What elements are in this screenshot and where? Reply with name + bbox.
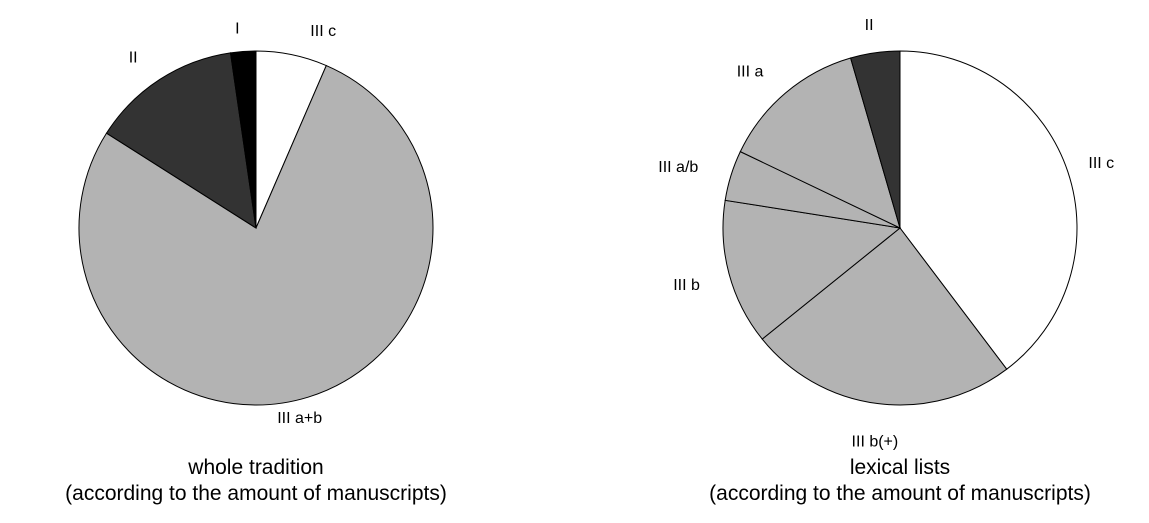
- pie-slice-iii-a-lexical-lists: [739, 57, 901, 229]
- pie-labels-lexical-lists: III c III b(+) III b III a/b III a II: [658, 17, 1114, 451]
- chart-title-whole-tradition: whole tradition: [187, 456, 323, 479]
- pie-slice-iii-aplusb-whole-tradition: [78, 64, 434, 406]
- pie-label-iii-c-whole-tradition: III c: [310, 23, 336, 40]
- pie-label-iii-b-lexical-lists: III b: [673, 277, 700, 294]
- pie-label-iii-c-lexical-lists: III c: [1088, 155, 1114, 172]
- chart-title-lexical-lists: lexical lists: [850, 456, 950, 479]
- pie-label-iii-aplusb-whole-tradition: III a+b: [277, 410, 322, 427]
- pie-label-iii-a-lexical-lists: III a: [737, 64, 764, 81]
- pie-label-i-whole-tradition: I: [235, 21, 239, 38]
- pie-slice-i-whole-tradition: [229, 50, 257, 229]
- chart-subtitle-whole-tradition: (according to the amount of manuscripts): [65, 482, 447, 505]
- pie-slice-iii-c-lexical-lists: [899, 50, 1078, 370]
- pie-slice-iii-b-lexical-lists: [722, 199, 902, 340]
- chart-subtitle-lexical-lists: (according to the amount of manuscripts): [709, 482, 1091, 505]
- pie-label-ii-whole-tradition: II: [129, 50, 138, 67]
- pie-label-iii-bplus-lexical-lists: III b(+): [852, 434, 899, 451]
- pie-slice-ii-whole-tradition: [105, 52, 257, 230]
- pie-label-iii-a-b-lexical-lists: III a/b: [658, 159, 698, 176]
- pie-slice-ii-lexical-lists: [850, 50, 901, 229]
- pie-slice-iii-bplus-lexical-lists: [761, 227, 1008, 406]
- pie-chart-lexical-lists: III c III b(+) III b III a/b III a II lexical…: [658, 17, 1114, 505]
- pie-slices-whole-tradition: [78, 50, 434, 406]
- pie-label-ii-lexical-lists: II: [865, 17, 874, 34]
- pie-slices-lexical-lists: [722, 50, 1078, 406]
